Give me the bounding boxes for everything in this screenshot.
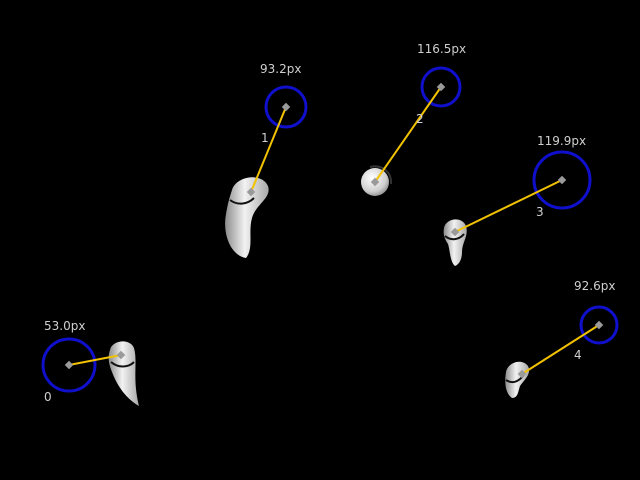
distance-label-2: 116.5px	[417, 42, 466, 56]
index-label-1: 1	[261, 131, 269, 145]
tracked-item-4: 92.6px 4	[505, 279, 617, 398]
connector-line-4	[522, 325, 599, 374]
connector-line-2	[375, 87, 441, 182]
tracked-item-1: 93.2px 1	[225, 62, 306, 258]
target-marker-0	[65, 361, 73, 369]
connector-line-1	[251, 107, 286, 192]
tracked-object-3	[444, 219, 467, 266]
tracked-item-0: 53.0px 0	[43, 319, 139, 406]
index-label-0: 0	[44, 390, 52, 404]
index-label-2: 2	[416, 112, 424, 126]
index-label-4: 4	[574, 348, 582, 362]
index-label-3: 3	[536, 205, 544, 219]
distance-label-0: 53.0px	[44, 319, 85, 333]
tracked-object-0	[109, 341, 139, 406]
connector-line-3	[455, 180, 562, 232]
distance-label-1: 93.2px	[260, 62, 301, 76]
distance-label-4: 92.6px	[574, 279, 615, 293]
target-marker-1	[282, 103, 290, 111]
distance-label-3: 119.9px	[537, 134, 586, 148]
target-marker-3	[558, 176, 566, 184]
tracked-item-2: 116.5px 2	[361, 42, 466, 196]
tracked-object-1	[225, 177, 269, 258]
tracked-item-3: 119.9px 3	[444, 134, 590, 266]
